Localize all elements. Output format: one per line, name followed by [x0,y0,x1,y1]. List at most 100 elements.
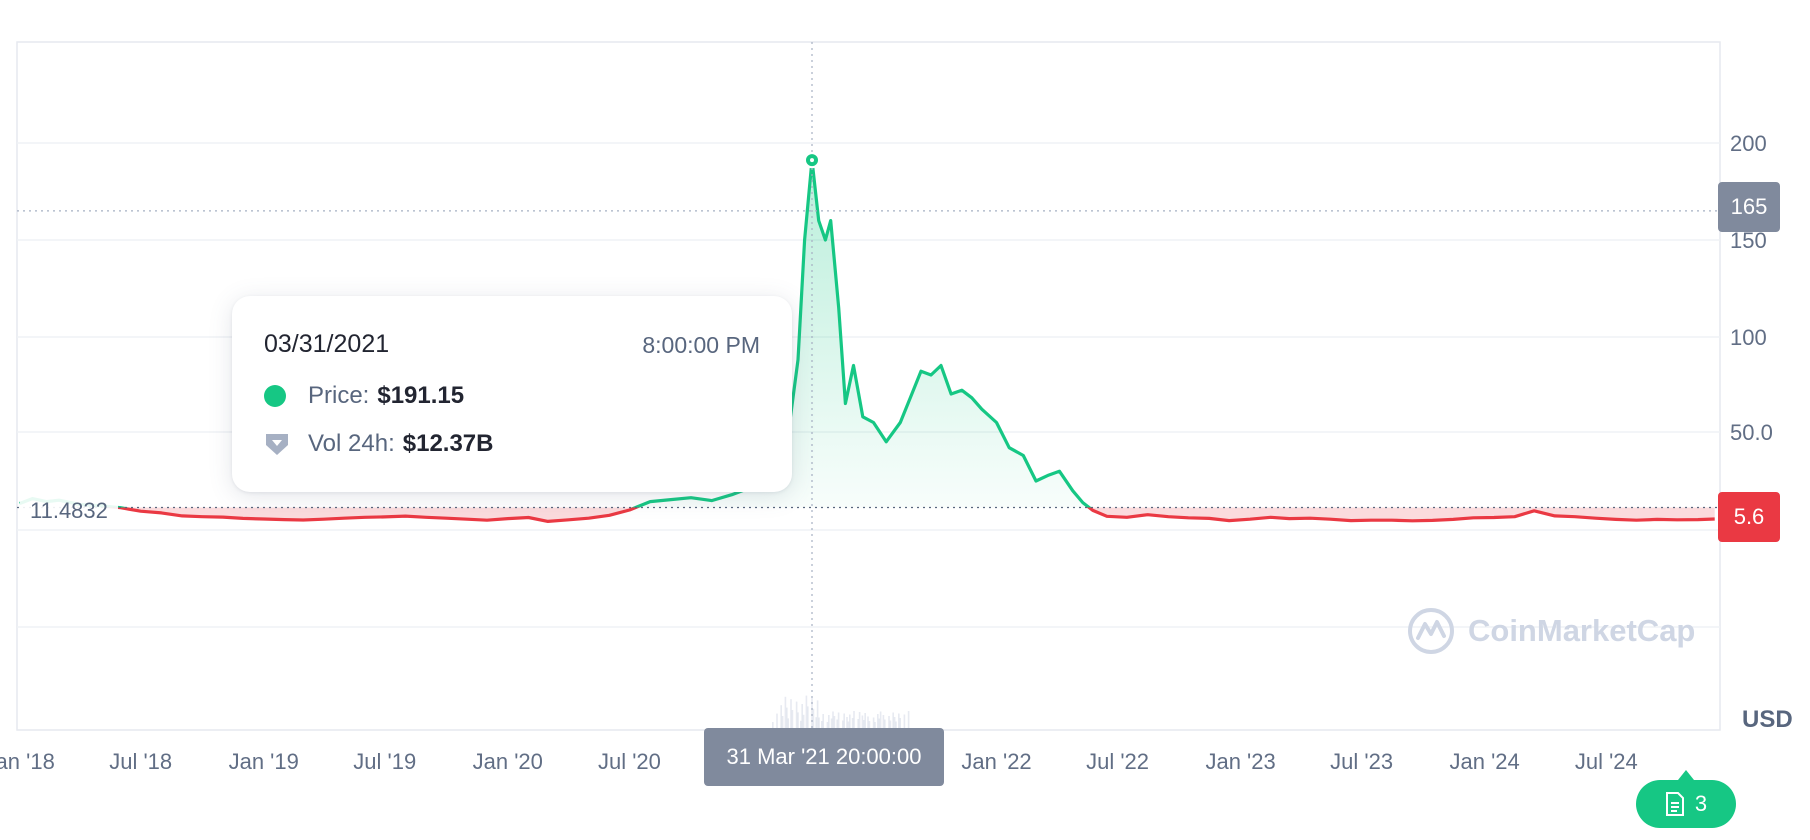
watermark-text: CoinMarketCap [1468,613,1696,648]
coinmarketcap-watermark: CoinMarketCap [1406,606,1695,656]
volume-bar [867,716,869,730]
x-tick-label: Jan '19 [229,749,299,774]
volume-bar [791,710,794,730]
x-tick-label: Jan '18 [0,749,55,774]
tooltip-vol-value: $12.37B [402,430,494,457]
volume-icon [266,434,288,455]
tooltip-price-label: Price: [308,382,370,409]
news-count: 3 [1694,791,1708,816]
volume-bar [833,716,836,730]
volume-bar [821,721,823,730]
area-above-baseline [19,160,1090,508]
volume-bar [842,720,844,730]
volume-bar [786,707,788,730]
volume-bar [818,717,820,730]
tooltip-price-value: $191.15 [377,382,465,409]
volume-bar [780,705,783,730]
volume-bar [837,712,840,730]
volume-bar [907,711,910,730]
volume-bar [878,718,881,730]
baseline-label: 11.4832 [20,496,118,526]
volume-bar [864,713,867,730]
x-tick-label: Jul '23 [1330,749,1393,774]
tooltip-price-row: Price: $191.15 [264,382,464,410]
volume-bar [849,714,851,730]
volume-bar [802,714,805,730]
price-dot-icon [264,385,286,407]
volume-bar [872,717,875,730]
x-tick-label: Jan '23 [1205,749,1275,774]
x-tick-label: Jan '24 [1450,749,1520,774]
highlight-marker [804,152,821,169]
volume-bar [776,713,778,730]
volume-bar [826,722,829,730]
x-tick-label: Jul '22 [1086,749,1149,774]
volume-bar [790,699,792,730]
volume-bar [882,715,885,730]
x-tick-label: Jan '20 [473,749,543,774]
y-tick-label: 200 [1730,131,1767,156]
volume-bar [863,720,865,730]
volume-bar [815,717,818,730]
volume-bar [816,700,819,730]
volume-bars [772,695,910,730]
volume-bar [836,719,839,730]
price-line-up [19,158,1092,508]
y-tick-label: 100 [1730,325,1767,350]
tooltip-date: 03/31/2021 [264,330,390,358]
crosshair-price-label: 165 [1718,182,1780,232]
volume-bar [795,701,798,730]
x-tick-label: Jul '24 [1575,749,1638,774]
volume-bar [857,719,860,730]
volume-bar [832,711,834,730]
x-axis: Jan '18 Jul '18 Jan '19 Jul '19 Jan '20 Jul '… [0,749,1638,774]
volume-bar [847,721,850,730]
volume-bar [898,713,900,730]
volume-bar [784,696,787,730]
volume-bar [861,715,864,730]
volume-bar [853,711,855,730]
volume-bar [889,720,892,730]
volume-bar [772,722,774,730]
volume-bar [858,712,861,730]
x-tick-label: Jul '19 [353,749,416,774]
x-tick-label: Jan '22 [961,749,1031,774]
y-tick-label: 150 [1730,228,1767,253]
volume-bar [787,718,790,730]
crosshair-time-label: 31 Mar '21 20:00:00 [704,728,944,786]
volume-bar [884,719,886,730]
currency-unit: USD [1742,706,1793,733]
document-icon [1665,792,1684,816]
highlight-point-center [810,158,815,163]
volume-bar [797,712,799,730]
volume-bar [801,704,804,730]
tooltip-time: 8:00:00 PM [642,332,760,358]
tooltip-volume-row: Vol 24h: $12.37B [264,430,494,458]
volume-bar [822,714,825,730]
current-price-label: 5.6 [1718,492,1780,542]
volume-bar [807,706,809,730]
volume-bar [843,713,846,730]
volume-bar [851,718,854,730]
volume-bar [830,718,833,730]
volume-bar [874,722,876,730]
tooltip-vol-label: Vol 24h: [308,430,395,457]
volume-bar [879,711,882,730]
volume-bar [895,721,897,730]
news-badge[interactable]: 3 [1636,770,1736,828]
x-tick-label: Jul '18 [109,749,172,774]
volume-bar [805,695,808,730]
y-tick-label: 50.0 [1730,420,1773,445]
coinmarketcap-logo-icon [1408,608,1454,654]
volume-bar [828,715,830,730]
volume-bar [812,708,815,730]
volume-bar [892,712,895,730]
y-axis: 200 150 100 50.0 [1730,131,1773,445]
volume-bar [899,718,902,730]
price-line [19,158,1715,523]
volume-bar [903,714,906,730]
price-tooltip: 03/31/2021 8:00:00 PM Price: $191.15 Vol… [232,296,792,492]
volume-bar [800,720,802,730]
volume-bar [781,716,784,730]
